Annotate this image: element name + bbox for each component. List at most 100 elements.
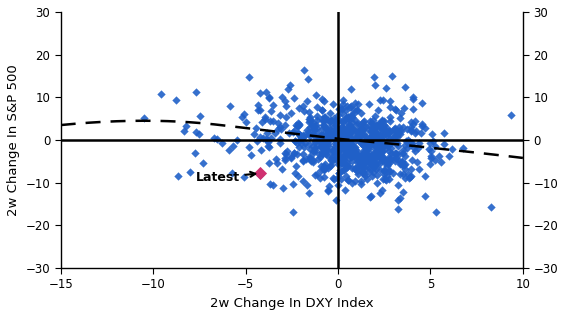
Point <box>374 140 383 146</box>
Point <box>286 82 295 87</box>
Point <box>366 119 375 124</box>
Point <box>289 210 298 215</box>
Point <box>373 126 383 131</box>
Point <box>337 128 346 133</box>
Point <box>408 121 418 126</box>
Point <box>394 129 403 134</box>
Point <box>363 161 372 166</box>
Point <box>420 125 429 130</box>
Point <box>364 126 373 132</box>
Point <box>324 129 333 134</box>
Point <box>273 126 282 132</box>
Point <box>342 162 351 167</box>
Point <box>440 142 449 147</box>
Point <box>353 135 362 140</box>
Point <box>321 133 330 138</box>
Point <box>310 149 319 154</box>
Point <box>257 147 266 152</box>
Point <box>349 131 358 136</box>
Point <box>329 125 338 130</box>
Point <box>379 176 388 181</box>
Point <box>376 143 385 148</box>
Point <box>353 122 362 127</box>
Point <box>359 156 368 161</box>
Point <box>316 138 325 143</box>
Point <box>373 152 383 157</box>
Point <box>140 115 149 120</box>
Point <box>376 144 385 149</box>
Point <box>366 141 375 146</box>
Point <box>487 205 496 210</box>
Point <box>341 153 350 158</box>
Point <box>445 153 454 158</box>
Point <box>392 151 401 156</box>
Point <box>377 139 386 144</box>
Point <box>408 94 418 100</box>
Point <box>348 137 357 142</box>
Point <box>293 152 302 157</box>
Point <box>340 146 349 152</box>
Point <box>312 114 321 119</box>
Point <box>353 134 362 139</box>
Point <box>321 161 330 166</box>
Point <box>303 76 312 81</box>
Point <box>350 152 359 157</box>
Point <box>372 180 381 185</box>
Point <box>305 141 314 146</box>
Point <box>382 146 391 151</box>
Point <box>267 136 276 141</box>
Point <box>349 127 358 132</box>
Point <box>360 132 369 137</box>
Point <box>312 125 321 130</box>
Point <box>320 151 329 156</box>
Point <box>342 137 351 142</box>
Point <box>251 126 260 131</box>
Point <box>366 128 375 133</box>
Point <box>340 137 349 142</box>
Point <box>360 144 369 149</box>
Point <box>395 116 404 121</box>
Point <box>308 129 318 134</box>
Point <box>362 155 371 160</box>
Point <box>347 165 357 170</box>
Point <box>367 128 376 133</box>
Point <box>325 135 334 140</box>
Point <box>312 171 321 177</box>
Point <box>341 173 350 178</box>
Point <box>385 128 394 133</box>
Point <box>377 157 386 162</box>
Point <box>416 130 425 135</box>
Point <box>342 139 351 144</box>
Point <box>368 134 377 139</box>
Point <box>346 143 355 148</box>
Point <box>379 97 388 102</box>
Point <box>240 111 249 116</box>
Point <box>376 190 385 195</box>
Point <box>371 123 380 128</box>
Point <box>328 147 337 152</box>
Point <box>261 114 270 120</box>
Point <box>427 155 436 160</box>
Point <box>225 104 234 109</box>
Point <box>346 140 355 145</box>
Point <box>323 129 332 134</box>
Point <box>276 126 285 131</box>
Point <box>376 150 385 155</box>
Point <box>289 95 298 100</box>
Point <box>386 135 395 140</box>
Point <box>333 112 342 117</box>
Point <box>210 136 219 141</box>
Point <box>393 197 402 202</box>
Point <box>386 98 395 103</box>
Point <box>192 89 201 94</box>
Point <box>420 194 429 199</box>
Point <box>372 172 381 178</box>
Point <box>319 151 328 156</box>
Point <box>381 124 390 129</box>
Point <box>370 159 379 164</box>
Point <box>353 136 362 141</box>
Point <box>368 135 377 140</box>
Point <box>320 138 329 143</box>
Point <box>394 159 403 164</box>
Point <box>317 152 326 157</box>
